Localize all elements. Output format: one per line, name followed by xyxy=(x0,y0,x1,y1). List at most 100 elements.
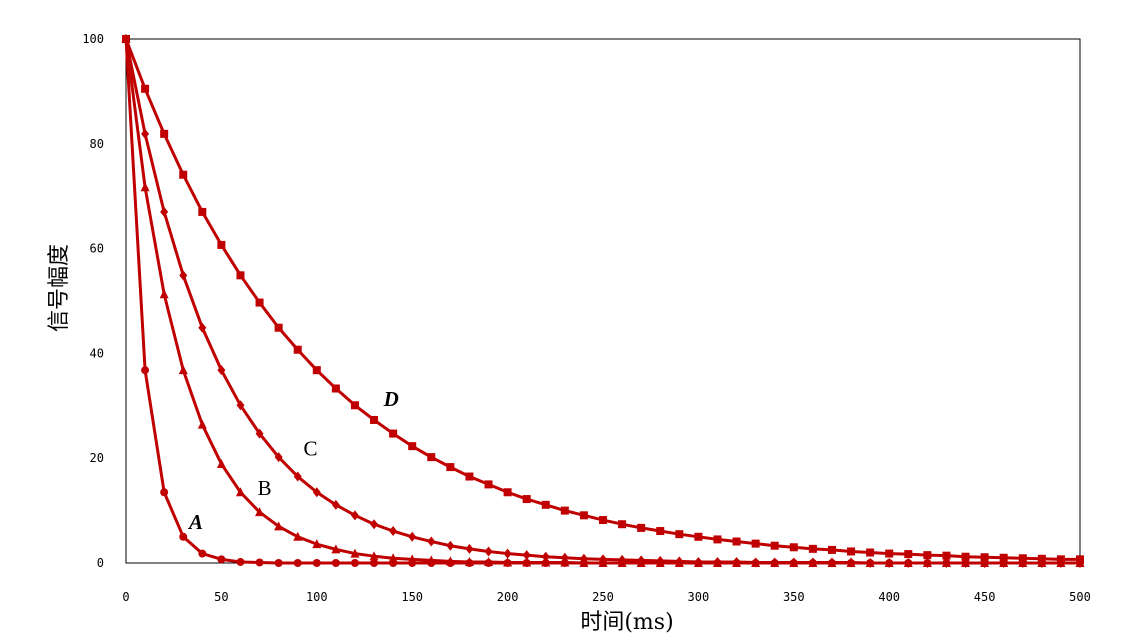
series-c-point xyxy=(827,557,836,568)
series-d-point xyxy=(465,472,474,481)
series-d-point xyxy=(618,520,627,529)
series-a-point xyxy=(179,532,188,541)
series-d-point xyxy=(427,453,436,462)
series-d-point xyxy=(656,527,665,536)
series-d-point xyxy=(847,547,856,556)
series-c-point xyxy=(198,322,207,333)
y-axis-ticks: 0 20 40 60 80 100 xyxy=(82,32,104,570)
series-d-point xyxy=(217,240,226,249)
series-b-point xyxy=(503,557,513,567)
series-c-point xyxy=(179,270,188,281)
series-label-a: A xyxy=(187,510,203,534)
series-b-point xyxy=(140,182,150,192)
series-c-point xyxy=(484,546,493,557)
series-c-point xyxy=(274,452,283,463)
series-d-point xyxy=(675,530,684,539)
y-tick-label: 0 xyxy=(97,556,104,570)
x-tick-label: 300 xyxy=(688,590,710,604)
series-c-point xyxy=(160,206,169,217)
x-tick-label: 500 xyxy=(1069,590,1091,604)
series-d-point xyxy=(885,549,894,558)
series-a-point xyxy=(370,559,379,567)
series-b-point xyxy=(407,554,417,564)
series-d-point xyxy=(350,401,359,410)
x-tick-label: 150 xyxy=(401,590,423,604)
x-tick-label: 200 xyxy=(497,590,519,604)
annotation-layer: A B C D xyxy=(187,387,399,534)
series-b-point xyxy=(274,521,284,531)
series-b-point xyxy=(216,458,226,468)
series-c-point xyxy=(789,557,798,568)
series-d-point xyxy=(446,463,455,472)
series-d-point xyxy=(236,271,245,280)
series-c-point xyxy=(808,557,817,568)
x-tick-label: 100 xyxy=(306,590,328,604)
series-d-point xyxy=(370,415,379,424)
series-b-point xyxy=(197,419,207,429)
series-a-point xyxy=(198,549,207,558)
x-tick-label: 250 xyxy=(592,590,614,604)
series-d-point xyxy=(160,129,169,138)
series-c-point xyxy=(522,550,531,561)
series-b-point xyxy=(522,557,532,567)
series-c-point xyxy=(408,531,417,542)
series-d-point xyxy=(732,537,741,546)
series-a-point xyxy=(160,488,169,497)
series-d-point xyxy=(560,506,569,515)
series-label-b: B xyxy=(258,476,272,500)
series-b-point xyxy=(293,531,303,541)
series-d-point xyxy=(198,207,207,216)
series-c-point xyxy=(389,526,398,537)
series-label-c: C xyxy=(303,437,317,461)
series-b-point xyxy=(369,551,379,561)
series-c-point xyxy=(141,128,150,139)
series-d-point xyxy=(122,35,130,43)
series-c-point xyxy=(293,471,302,482)
series-d-point xyxy=(980,553,989,562)
series-c-point xyxy=(599,554,607,565)
series-a-point xyxy=(141,366,150,375)
series-c-point xyxy=(370,519,379,530)
series-d-point xyxy=(694,532,703,541)
series-b-point xyxy=(235,487,245,497)
series-b-point xyxy=(178,365,188,375)
series-a-point xyxy=(350,559,359,567)
series-d-point xyxy=(1076,555,1084,564)
series-c-point xyxy=(866,558,875,568)
x-tick-label: 400 xyxy=(878,590,900,604)
series-a-point xyxy=(312,559,321,567)
series-b-point xyxy=(255,507,265,517)
series-b-point xyxy=(484,556,494,566)
series-d-point xyxy=(999,553,1008,562)
series-c-point xyxy=(255,428,264,439)
series-c-point xyxy=(331,499,340,510)
y-axis-title: 信号幅度 xyxy=(47,244,72,332)
series-d-point xyxy=(751,539,760,548)
series-c-point xyxy=(847,557,856,568)
y-tick-label: 100 xyxy=(82,32,104,46)
series-d-point xyxy=(293,345,302,354)
series-b-point xyxy=(445,556,455,566)
series-c-point xyxy=(350,510,359,521)
series-d-point xyxy=(904,550,913,559)
series-b-point xyxy=(159,289,169,299)
series-c-point xyxy=(942,558,951,568)
series-a-point xyxy=(217,555,226,564)
series-c-point xyxy=(503,548,512,559)
series-a-point xyxy=(274,559,283,567)
series-d-point xyxy=(713,535,722,544)
series-d-point xyxy=(255,298,264,307)
series-c-point xyxy=(560,552,569,563)
series-a-point xyxy=(255,558,264,567)
series-d-point xyxy=(808,544,817,553)
series-a-point xyxy=(331,559,340,567)
series-d-point xyxy=(503,488,512,497)
series-c-point xyxy=(770,557,779,568)
series-b-point xyxy=(388,553,398,563)
series-b-point xyxy=(426,555,436,565)
series-c-point xyxy=(427,536,436,547)
series-label-d: D xyxy=(383,387,399,411)
series-d-point xyxy=(961,552,970,561)
series-a-point xyxy=(236,557,245,566)
series-c-point xyxy=(713,556,722,567)
